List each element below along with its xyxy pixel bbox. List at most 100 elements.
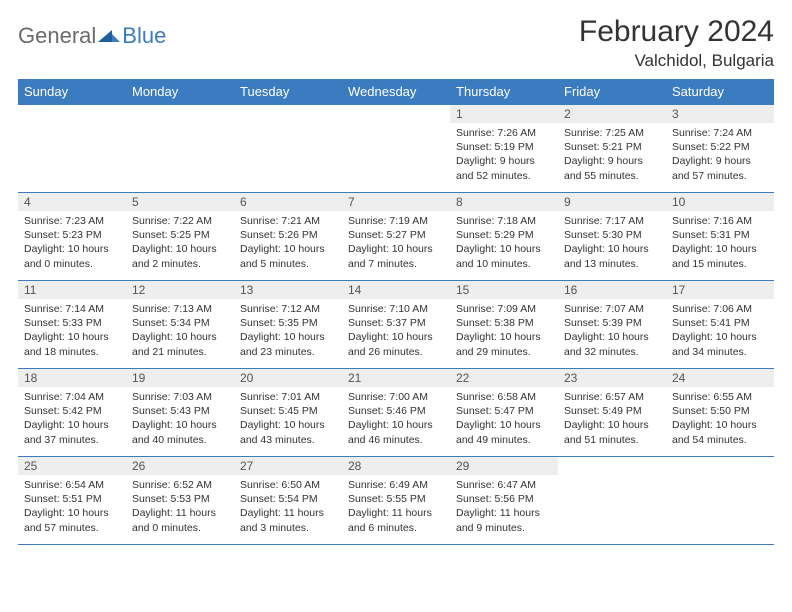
sunrise-text: Sunrise: 6:49 AM [348,478,444,492]
day-number [18,105,126,109]
weekday-header: Sunday [18,79,126,105]
logo-text-blue: Blue [122,23,166,49]
calendar-day-cell: 14Sunrise: 7:10 AMSunset: 5:37 PMDayligh… [342,281,450,369]
sunset-text: Sunset: 5:56 PM [456,492,552,506]
day-detail: Sunrise: 7:16 AMSunset: 5:31 PMDaylight:… [666,211,774,274]
day-number: 25 [18,457,126,475]
day-detail: Sunrise: 7:10 AMSunset: 5:37 PMDaylight:… [342,299,450,362]
location-label: Valchidol, Bulgaria [579,51,774,71]
sunset-text: Sunset: 5:41 PM [672,316,768,330]
daylight-text: Daylight: 10 hours and 18 minutes. [24,330,120,358]
day-number: 1 [450,105,558,123]
sunrise-text: Sunrise: 7:23 AM [24,214,120,228]
sunrise-text: Sunrise: 7:10 AM [348,302,444,316]
sunset-text: Sunset: 5:34 PM [132,316,228,330]
calendar-day-cell: 26Sunrise: 6:52 AMSunset: 5:53 PMDayligh… [126,457,234,545]
day-detail: Sunrise: 7:01 AMSunset: 5:45 PMDaylight:… [234,387,342,450]
calendar-day-cell: 28Sunrise: 6:49 AMSunset: 5:55 PMDayligh… [342,457,450,545]
sunrise-text: Sunrise: 7:25 AM [564,126,660,140]
sunset-text: Sunset: 5:47 PM [456,404,552,418]
calendar-day-cell: 17Sunrise: 7:06 AMSunset: 5:41 PMDayligh… [666,281,774,369]
day-detail: Sunrise: 7:21 AMSunset: 5:26 PMDaylight:… [234,211,342,274]
daylight-text: Daylight: 10 hours and 46 minutes. [348,418,444,446]
sunset-text: Sunset: 5:26 PM [240,228,336,242]
sunset-text: Sunset: 5:54 PM [240,492,336,506]
day-number: 27 [234,457,342,475]
day-number: 3 [666,105,774,123]
day-detail: Sunrise: 7:14 AMSunset: 5:33 PMDaylight:… [18,299,126,362]
calendar-day-cell: 27Sunrise: 6:50 AMSunset: 5:54 PMDayligh… [234,457,342,545]
calendar-day-cell: 15Sunrise: 7:09 AMSunset: 5:38 PMDayligh… [450,281,558,369]
daylight-text: Daylight: 9 hours and 55 minutes. [564,154,660,182]
day-detail: Sunrise: 6:47 AMSunset: 5:56 PMDaylight:… [450,475,558,538]
sunset-text: Sunset: 5:27 PM [348,228,444,242]
calendar-day-cell [558,457,666,545]
calendar-week-row: 18Sunrise: 7:04 AMSunset: 5:42 PMDayligh… [18,369,774,457]
daylight-text: Daylight: 10 hours and 49 minutes. [456,418,552,446]
day-detail: Sunrise: 7:19 AMSunset: 5:27 PMDaylight:… [342,211,450,274]
calendar-week-row: 11Sunrise: 7:14 AMSunset: 5:33 PMDayligh… [18,281,774,369]
day-number: 5 [126,193,234,211]
day-number [342,105,450,109]
calendar-day-cell: 7Sunrise: 7:19 AMSunset: 5:27 PMDaylight… [342,193,450,281]
sunset-text: Sunset: 5:39 PM [564,316,660,330]
day-number: 2 [558,105,666,123]
calendar-day-cell: 23Sunrise: 6:57 AMSunset: 5:49 PMDayligh… [558,369,666,457]
sunrise-text: Sunrise: 7:26 AM [456,126,552,140]
day-detail: Sunrise: 6:54 AMSunset: 5:51 PMDaylight:… [18,475,126,538]
sunrise-text: Sunrise: 7:13 AM [132,302,228,316]
sunrise-text: Sunrise: 7:01 AM [240,390,336,404]
sunset-text: Sunset: 5:23 PM [24,228,120,242]
daylight-text: Daylight: 11 hours and 6 minutes. [348,506,444,534]
day-number: 8 [450,193,558,211]
day-number: 13 [234,281,342,299]
daylight-text: Daylight: 10 hours and 21 minutes. [132,330,228,358]
sunset-text: Sunset: 5:42 PM [24,404,120,418]
sunset-text: Sunset: 5:29 PM [456,228,552,242]
day-detail: Sunrise: 7:12 AMSunset: 5:35 PMDaylight:… [234,299,342,362]
day-detail: Sunrise: 6:58 AMSunset: 5:47 PMDaylight:… [450,387,558,450]
calendar-day-cell: 2Sunrise: 7:25 AMSunset: 5:21 PMDaylight… [558,105,666,193]
sunrise-text: Sunrise: 7:14 AM [24,302,120,316]
day-detail: Sunrise: 7:00 AMSunset: 5:46 PMDaylight:… [342,387,450,450]
calendar-day-cell: 10Sunrise: 7:16 AMSunset: 5:31 PMDayligh… [666,193,774,281]
day-number: 19 [126,369,234,387]
day-detail: Sunrise: 7:25 AMSunset: 5:21 PMDaylight:… [558,123,666,186]
day-number: 22 [450,369,558,387]
day-number: 29 [450,457,558,475]
sunrise-text: Sunrise: 7:12 AM [240,302,336,316]
calendar-day-cell: 5Sunrise: 7:22 AMSunset: 5:25 PMDaylight… [126,193,234,281]
daylight-text: Daylight: 10 hours and 34 minutes. [672,330,768,358]
day-detail: Sunrise: 7:06 AMSunset: 5:41 PMDaylight:… [666,299,774,362]
day-number: 12 [126,281,234,299]
day-number: 14 [342,281,450,299]
logo: General Blue [18,23,166,49]
sunrise-text: Sunrise: 6:58 AM [456,390,552,404]
day-number: 6 [234,193,342,211]
weekday-header: Thursday [450,79,558,105]
daylight-text: Daylight: 10 hours and 57 minutes. [24,506,120,534]
daylight-text: Daylight: 9 hours and 57 minutes. [672,154,768,182]
daylight-text: Daylight: 11 hours and 3 minutes. [240,506,336,534]
day-detail: Sunrise: 7:24 AMSunset: 5:22 PMDaylight:… [666,123,774,186]
day-number: 17 [666,281,774,299]
sunrise-text: Sunrise: 7:07 AM [564,302,660,316]
day-number: 26 [126,457,234,475]
day-detail: Sunrise: 7:23 AMSunset: 5:23 PMDaylight:… [18,211,126,274]
day-detail: Sunrise: 7:07 AMSunset: 5:39 PMDaylight:… [558,299,666,362]
calendar-day-cell: 29Sunrise: 6:47 AMSunset: 5:56 PMDayligh… [450,457,558,545]
calendar-day-cell: 22Sunrise: 6:58 AMSunset: 5:47 PMDayligh… [450,369,558,457]
daylight-text: Daylight: 10 hours and 43 minutes. [240,418,336,446]
daylight-text: Daylight: 10 hours and 54 minutes. [672,418,768,446]
weekday-header: Tuesday [234,79,342,105]
calendar-day-cell: 13Sunrise: 7:12 AMSunset: 5:35 PMDayligh… [234,281,342,369]
calendar-day-cell: 18Sunrise: 7:04 AMSunset: 5:42 PMDayligh… [18,369,126,457]
calendar-day-cell: 9Sunrise: 7:17 AMSunset: 5:30 PMDaylight… [558,193,666,281]
daylight-text: Daylight: 10 hours and 13 minutes. [564,242,660,270]
sunrise-text: Sunrise: 7:09 AM [456,302,552,316]
weekday-header: Wednesday [342,79,450,105]
calendar-day-cell: 11Sunrise: 7:14 AMSunset: 5:33 PMDayligh… [18,281,126,369]
weekday-header: Monday [126,79,234,105]
calendar-day-cell [342,105,450,193]
day-detail: Sunrise: 6:55 AMSunset: 5:50 PMDaylight:… [666,387,774,450]
